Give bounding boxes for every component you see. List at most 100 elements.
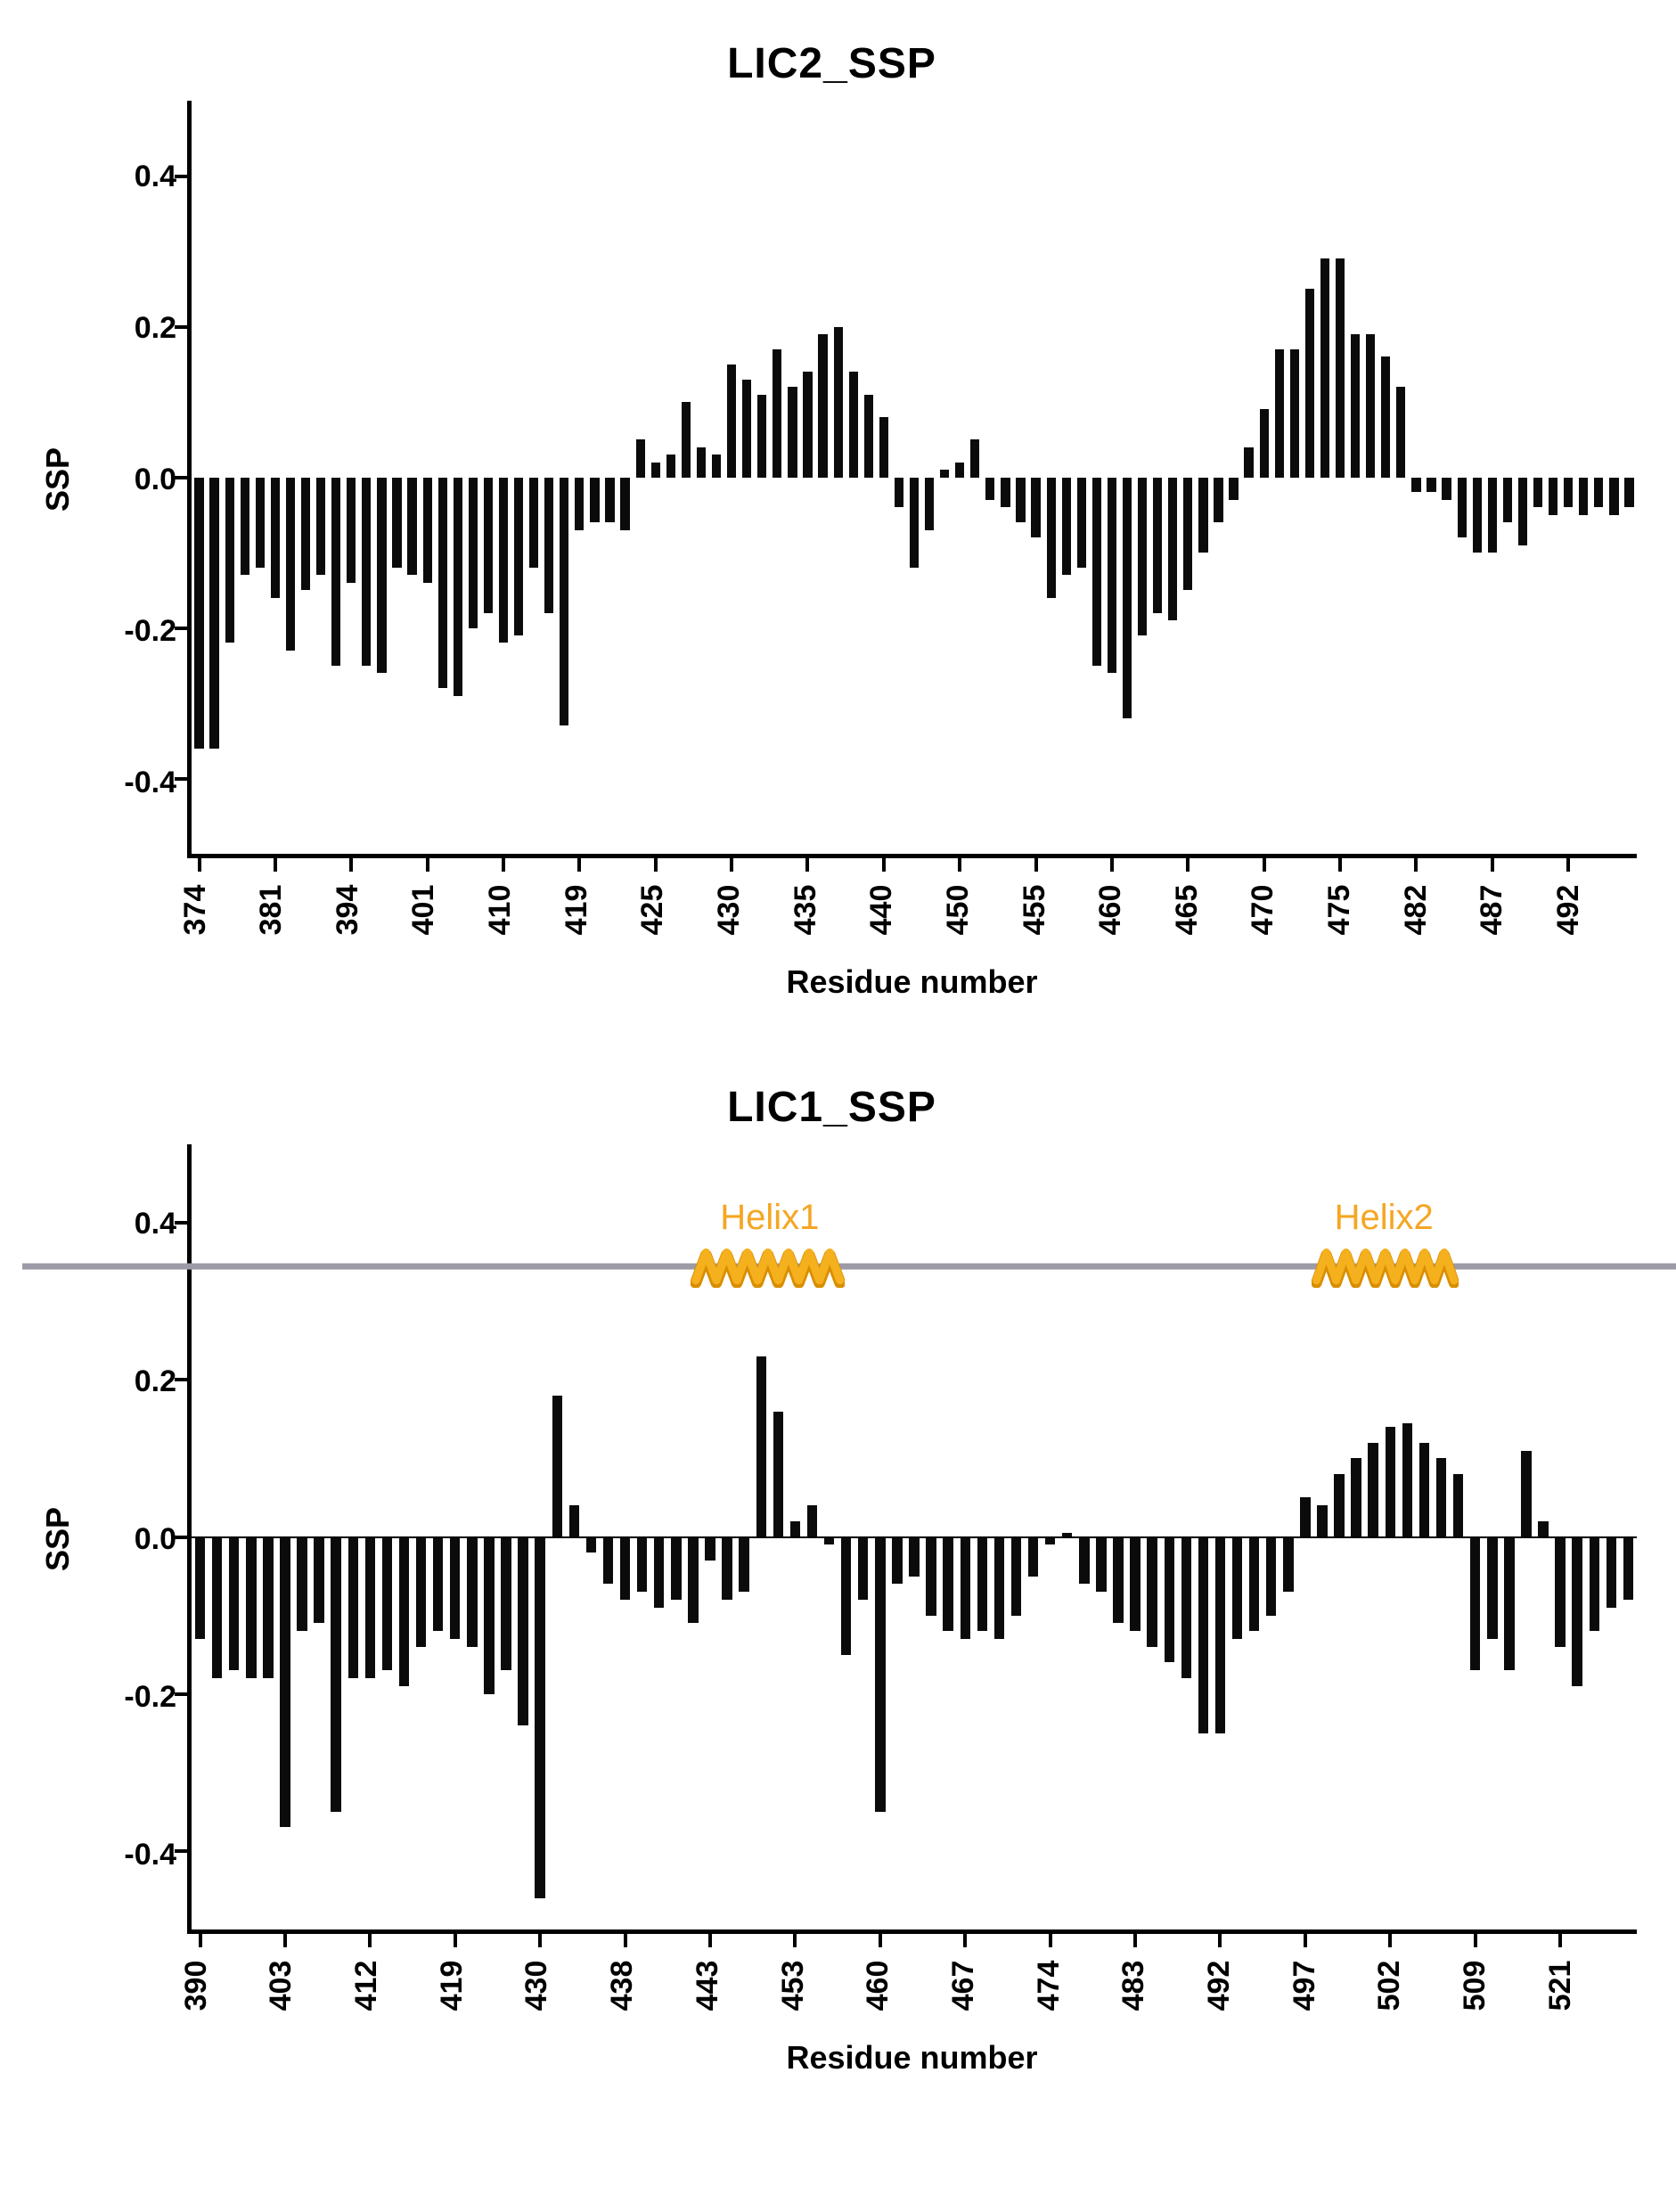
x-tick-label: 440 — [864, 884, 899, 936]
bar — [568, 1505, 580, 1537]
bar — [347, 1536, 358, 1679]
x-tick-mark — [502, 858, 505, 872]
y-tick-mark — [175, 1692, 187, 1696]
bar — [415, 1536, 427, 1647]
bar — [1214, 477, 1223, 523]
bar — [1521, 1450, 1532, 1537]
bar — [602, 1536, 614, 1585]
bar — [620, 477, 630, 530]
x-tick-mark — [881, 858, 886, 872]
x-tick-mark — [282, 1934, 287, 1947]
bar — [544, 477, 554, 613]
x-tick-mark — [730, 858, 734, 872]
zero-baseline — [192, 1536, 1637, 1538]
bar — [297, 1536, 307, 1632]
bar — [270, 477, 281, 598]
x-tick-label: 497 — [1287, 1960, 1321, 2011]
bar — [535, 1536, 545, 1898]
x-tick-mark — [805, 858, 810, 872]
bar — [1548, 477, 1558, 515]
chart-title: LIC2_SSP — [727, 40, 936, 87]
x-tick-label: 455 — [1017, 884, 1051, 936]
bar — [347, 477, 356, 583]
bar — [398, 1536, 410, 1686]
bar — [848, 372, 858, 478]
x-tick-label: 483 — [1116, 1960, 1151, 2011]
bar — [879, 416, 888, 478]
bar — [194, 1536, 206, 1640]
x-tick-mark — [1109, 858, 1114, 872]
x-tick-mark — [1414, 858, 1418, 872]
bar — [705, 1536, 715, 1561]
bar — [364, 1536, 376, 1679]
bar — [943, 1536, 953, 1632]
bar — [1113, 1536, 1124, 1624]
bar — [757, 394, 767, 478]
bar — [1122, 477, 1132, 718]
x-tick-mark — [958, 858, 962, 872]
bar — [1555, 1536, 1566, 1647]
bar — [924, 477, 935, 530]
x-tick-mark — [273, 858, 277, 872]
y-tick-mark — [175, 174, 187, 178]
bar — [1076, 477, 1086, 568]
x-tick-mark — [368, 1934, 372, 1947]
bar — [1487, 1536, 1498, 1640]
bar — [696, 446, 707, 478]
bar — [1107, 477, 1117, 674]
bar — [1164, 1536, 1174, 1663]
plot-grid: SSP 0.4 0.2 0.0 -0.2 -0.4 374 381 394 401 410 419… — [27, 101, 1637, 1001]
bar — [773, 1411, 784, 1537]
bar — [739, 1536, 749, 1593]
bar — [280, 1536, 290, 1828]
bar — [1609, 477, 1619, 515]
bar — [331, 477, 341, 666]
bar — [377, 477, 387, 674]
bar — [437, 477, 447, 689]
y-tick-label: 0.2 — [134, 1364, 176, 1398]
helix-icon — [1312, 1245, 1459, 1288]
bar — [1623, 1536, 1634, 1600]
bar — [909, 1536, 920, 1577]
bar — [1320, 258, 1330, 478]
x-axis-label: Residue number — [786, 963, 1038, 1000]
chart-title: LIC1_SSP — [727, 1084, 936, 1131]
bar — [362, 477, 372, 666]
x-tick-label: 374 — [177, 884, 212, 936]
bar — [1198, 477, 1208, 553]
bar — [392, 477, 402, 568]
x-tick-mark — [1218, 1934, 1222, 1947]
bar — [300, 477, 311, 591]
bar — [1130, 1536, 1140, 1632]
bar — [1381, 356, 1391, 478]
bar — [1183, 477, 1193, 591]
x-tick-label: 450 — [940, 884, 975, 936]
bar — [1231, 1536, 1243, 1640]
x-tick-mark — [1186, 858, 1190, 872]
bar — [240, 477, 249, 576]
x-tick-mark — [1566, 858, 1571, 872]
bar — [1259, 409, 1269, 478]
y-tick-mark — [175, 324, 187, 329]
x-tick-mark — [1048, 1934, 1052, 1947]
bar — [1031, 477, 1041, 538]
bar — [863, 394, 873, 478]
bar — [806, 1505, 818, 1537]
bar — [993, 1536, 1005, 1640]
bar — [1198, 1536, 1209, 1733]
bar — [316, 477, 326, 576]
bar — [194, 477, 204, 749]
bar — [789, 1520, 801, 1537]
bar — [1368, 1442, 1378, 1537]
y-tick-mark — [175, 1848, 187, 1853]
y-tick-label: 0.4 — [134, 160, 176, 193]
bar — [894, 477, 904, 508]
bar — [432, 1536, 444, 1632]
y-axis-label-cell: SSP — [27, 101, 89, 858]
bar — [1181, 1536, 1192, 1679]
x-tick-label: 403 — [264, 1960, 298, 2011]
bar — [940, 470, 950, 478]
bar — [1427, 477, 1436, 493]
x-tick-mark — [963, 1934, 968, 1947]
bar — [1418, 1442, 1430, 1537]
